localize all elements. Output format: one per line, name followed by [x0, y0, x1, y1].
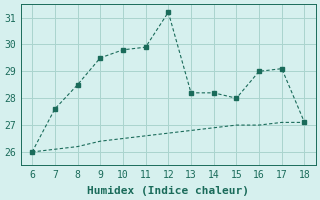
- X-axis label: Humidex (Indice chaleur): Humidex (Indice chaleur): [87, 186, 249, 196]
